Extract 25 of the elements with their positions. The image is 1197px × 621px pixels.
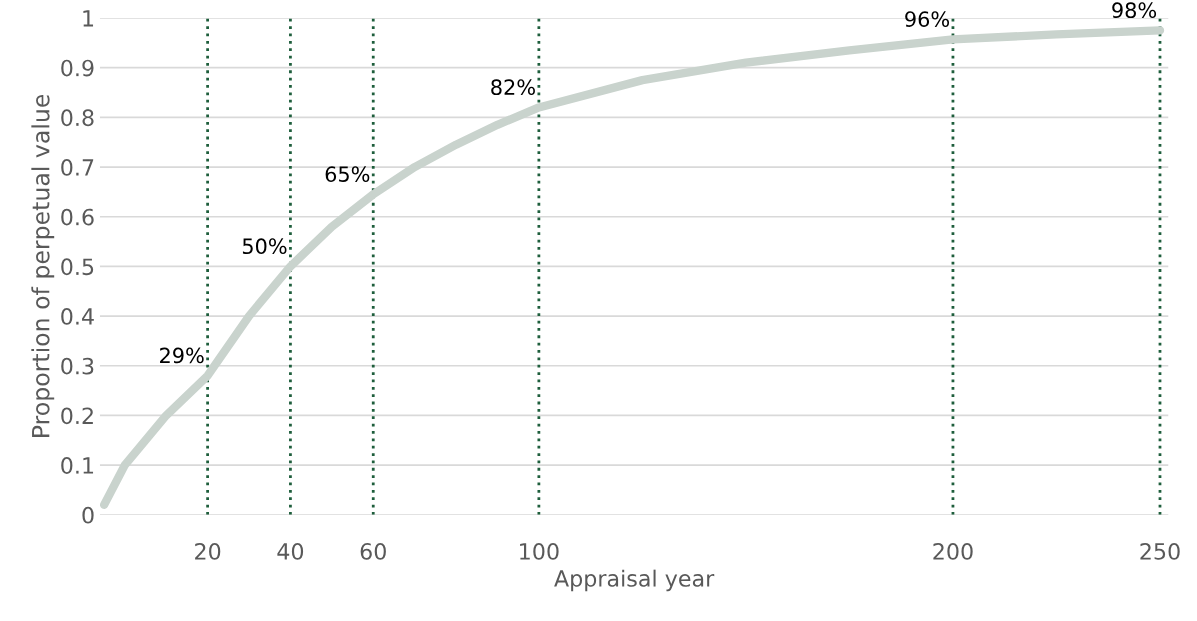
y-tick-label: 0.7	[61, 159, 94, 176]
y-tick-label: 1	[83, 10, 94, 27]
y-tick-label: 0.2	[61, 407, 93, 425]
x-tick-label: 250	[1140, 542, 1180, 560]
annotation: 65%	[325, 166, 370, 182]
y-tick-label: 0	[82, 506, 94, 524]
annotation: 82%	[491, 79, 535, 96]
annotation: 29%	[160, 347, 204, 364]
y-tick-label: 0.9	[61, 59, 94, 77]
y-tick-label: 0.8	[61, 109, 94, 127]
x-tick-label: 60	[360, 542, 386, 560]
y-tick-label: 0.1	[61, 457, 94, 474]
x-tick-label: 200	[933, 542, 973, 560]
x-tick-label: 20	[195, 542, 221, 560]
y-tick-label: 0.5	[61, 258, 94, 276]
y-tick-label: 0.3	[61, 357, 94, 375]
y-tick-label: 0.4	[61, 308, 94, 325]
annotation: 96%	[905, 11, 950, 27]
x-axis-title: Appraisal year	[554, 569, 715, 592]
y-tick-label: 0.6	[61, 208, 94, 226]
annotation: 98%	[1112, 2, 1157, 19]
x-tick-label: 40	[277, 542, 304, 560]
x-tick-label: 100	[520, 542, 559, 560]
y-axis-title: Proportion of perpetual value	[31, 94, 55, 437]
annotation: 50%	[242, 238, 287, 255]
